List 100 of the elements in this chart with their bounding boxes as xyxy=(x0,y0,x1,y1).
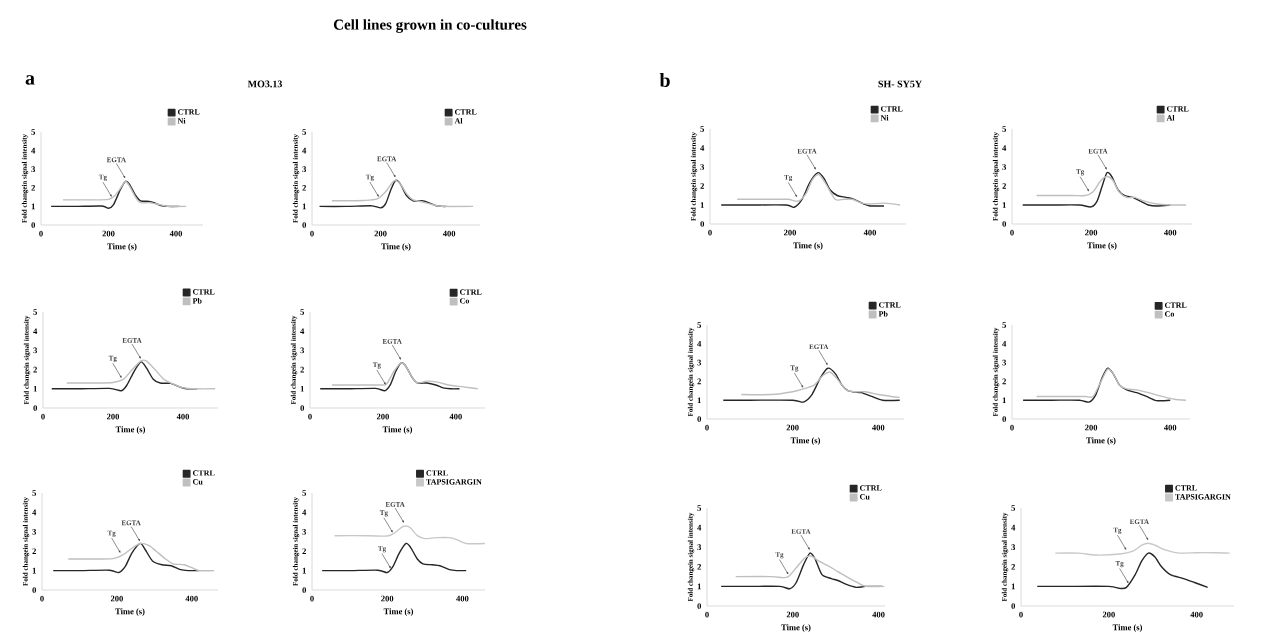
x-tick-label: 400 xyxy=(863,229,877,236)
legend-label: CTRL xyxy=(1166,106,1189,112)
legend-label: CTRL xyxy=(878,302,901,308)
x-axis-title: Time (s) xyxy=(1112,624,1143,632)
y-tick-label: 1 xyxy=(1002,202,1006,208)
x-axis-title: Time (s) xyxy=(115,426,146,434)
y-tick-label: 2 xyxy=(1002,378,1006,385)
y-tick-label: 3 xyxy=(1002,359,1007,366)
x-tick-label: 200 xyxy=(1085,424,1098,431)
y-tick-label: 4 xyxy=(1011,524,1016,531)
x-axis-title: Time (s) xyxy=(382,426,413,434)
y-tick-label: 4 xyxy=(31,147,36,154)
legend-label: Ni xyxy=(177,118,186,124)
y-tick-label: 1 xyxy=(700,202,704,208)
y-tick-label: 1 xyxy=(697,583,701,590)
y-tick-label: 1 xyxy=(1002,397,1006,403)
y-tick-label: 3 xyxy=(1011,544,1016,551)
x-tick-label: 400 xyxy=(449,413,462,420)
y-tick-label: 4 xyxy=(302,509,307,516)
x-tick-label: 400 xyxy=(169,230,183,237)
legend-label: CTRL xyxy=(192,289,215,295)
y-tick-label: 2 xyxy=(697,378,701,385)
x-tick-label: 200 xyxy=(102,230,115,237)
x-tick-label: 0 xyxy=(310,230,314,237)
line-series xyxy=(720,172,885,208)
legend-label: Pb xyxy=(878,310,888,317)
legend-label: CTRL xyxy=(1164,302,1187,308)
y-tick-label: 5 xyxy=(1011,505,1016,511)
y-tick-label: 0 xyxy=(1002,221,1007,227)
y-tick-label: 1 xyxy=(32,567,36,574)
line-series xyxy=(740,371,901,399)
legend-label: CTRL xyxy=(454,109,477,115)
legend-label: Al xyxy=(454,118,463,124)
legend-label: Co xyxy=(459,298,470,304)
x-tick-label: 200 xyxy=(376,413,389,420)
x-tick-label: 400 xyxy=(1163,424,1177,431)
y-tick-label: 1 xyxy=(697,397,701,403)
x-axis-title: Time (s) xyxy=(781,624,811,632)
line-series xyxy=(51,361,198,392)
x-tick-label: 200 xyxy=(106,413,120,420)
x-tick-label: 400 xyxy=(442,230,456,237)
legend-label: CTRL xyxy=(177,109,200,115)
x-axis-title: Time (s) xyxy=(1086,437,1116,445)
x-axis-title: Time (s) xyxy=(790,437,821,445)
y-tick-label: 0 xyxy=(31,222,36,228)
y-tick-label: 2 xyxy=(1002,183,1006,189)
y-tick-label: 3 xyxy=(1002,164,1007,170)
x-tick-label: 0 xyxy=(41,413,45,420)
y-tick-label: 3 xyxy=(697,544,702,551)
y-tick-label: 1 xyxy=(302,567,306,574)
y-tick-label: 5 xyxy=(1002,322,1007,328)
x-axis-title: Time (s) xyxy=(107,243,137,251)
y-tick-label: 0 xyxy=(300,405,305,411)
y-tick-label: 4 xyxy=(697,524,702,531)
x-tick-label: 400 xyxy=(456,595,469,602)
line-series xyxy=(1035,175,1187,206)
x-tick-label: 400 xyxy=(872,424,885,431)
legend-label: Ni xyxy=(880,114,889,121)
line-series xyxy=(722,367,901,403)
y-tick-label: 1 xyxy=(302,203,306,210)
x-tick-label: 200 xyxy=(110,595,123,602)
y-tick-label: 2 xyxy=(302,184,306,191)
legend-label: CTRL xyxy=(1175,485,1197,491)
legend-label: TAPSIGARGIN xyxy=(426,479,482,485)
y-tick-label: 2 xyxy=(697,563,701,570)
y-tick-label: 3 xyxy=(302,166,307,173)
chart-subtitle: SH- SY5Y xyxy=(878,80,922,88)
x-tick-label: 200 xyxy=(783,229,797,236)
line-series xyxy=(1054,542,1231,556)
text: a xyxy=(25,75,35,85)
line-series xyxy=(1022,367,1171,403)
x-tick-label: 200 xyxy=(1085,229,1098,236)
y-tick-label: 0 xyxy=(32,587,37,593)
line-series xyxy=(736,173,901,206)
legend-label: CTRL xyxy=(192,470,215,476)
y-tick-label: 5 xyxy=(302,490,307,496)
y-tick-label: 5 xyxy=(700,126,705,132)
y-tick-label: 1 xyxy=(300,385,304,392)
legend-label: TAPSIGARGIN xyxy=(1175,494,1231,500)
y-tick-label: 2 xyxy=(33,366,37,373)
y-tick-label: 0 xyxy=(697,603,702,609)
y-tick-label: 4 xyxy=(32,509,37,516)
chart-title: Cell lines grown in co-cultures xyxy=(333,19,527,33)
y-tick-label: 5 xyxy=(697,322,702,328)
y-tick-label: 0 xyxy=(1011,603,1016,609)
y-tick-label: 3 xyxy=(32,528,37,535)
y-tick-label: 2 xyxy=(300,366,304,373)
y-tick-label: 1 xyxy=(31,203,35,210)
legend-label: CTRL xyxy=(459,289,482,295)
line-series xyxy=(62,180,187,208)
y-tick-label: 5 xyxy=(31,129,36,135)
line-series xyxy=(1035,368,1187,401)
y-tick-label: 5 xyxy=(1002,126,1007,132)
x-axis-title: Time (s) xyxy=(1087,242,1117,250)
y-tick-label: 4 xyxy=(1002,145,1007,151)
y-tick-label: 3 xyxy=(302,528,307,535)
y-tick-label: 3 xyxy=(33,347,38,354)
legend-label: CTRL xyxy=(880,106,903,112)
y-tick-label: 4 xyxy=(1002,341,1007,347)
legend-label: Pb xyxy=(192,297,202,304)
